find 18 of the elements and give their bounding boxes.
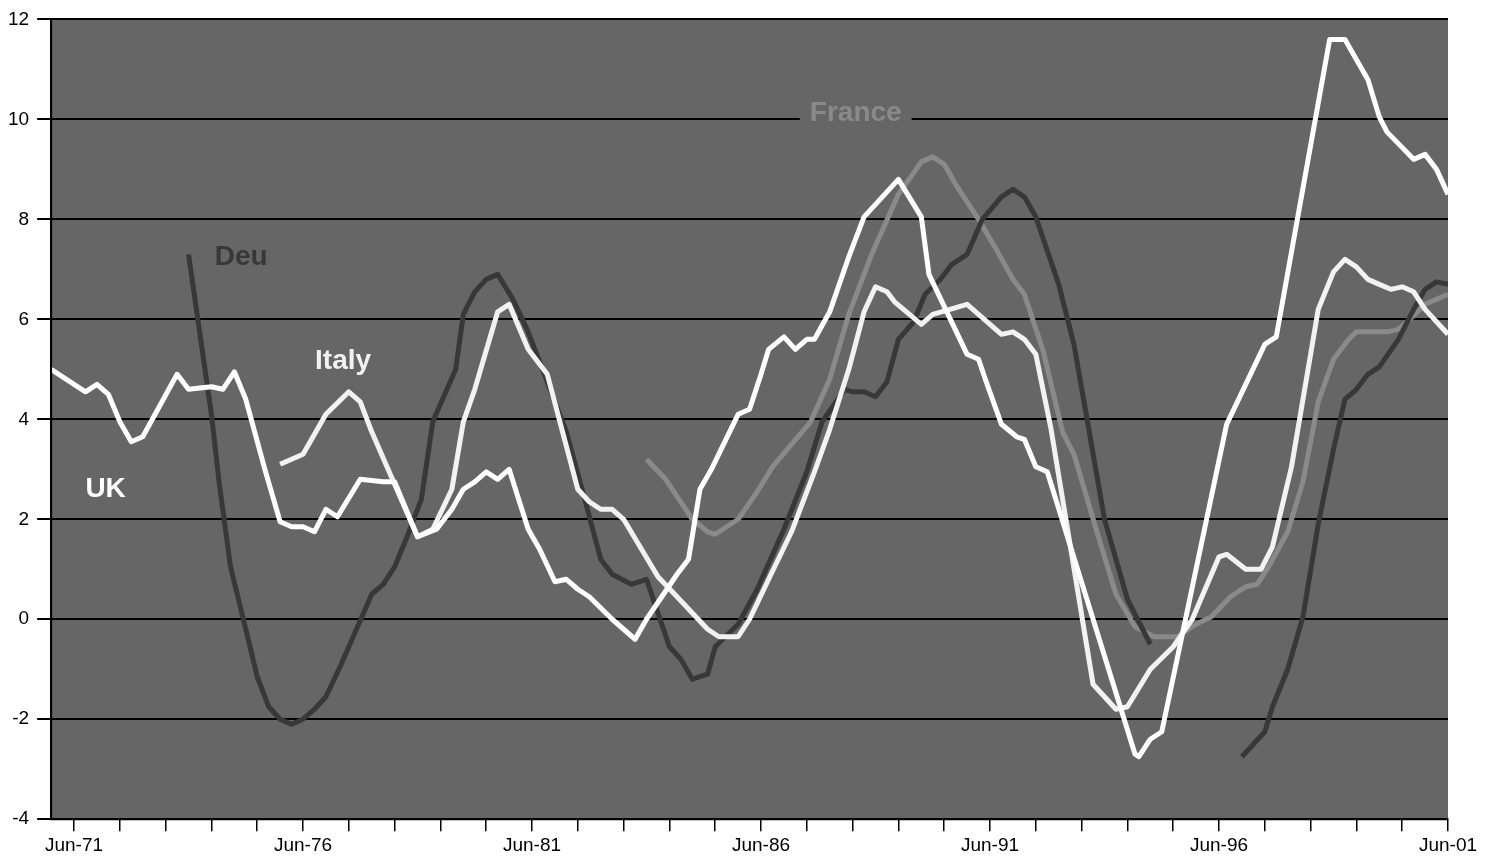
x-tick-label: Jun-96 [1189,833,1249,855]
series-label: UK [85,471,126,503]
y-tick-label: -2 [12,707,30,729]
y-tick-label: 6 [18,307,30,329]
y-tick-label: 12 [7,7,30,29]
y-tick-label: 10 [7,107,30,129]
x-tick-label: Jun-91 [960,833,1020,855]
y-tick-label: 2 [18,507,30,529]
x-tick-label: Jun-01 [1418,833,1478,855]
series-label: Italy [315,344,372,376]
y-tick-label: -4 [12,807,30,829]
y-tick-label: 8 [18,207,30,229]
x-tick-label: Jun-76 [273,833,333,855]
y-tick-label: 0 [18,607,30,629]
y-tick-label: 4 [18,407,30,429]
x-tick-label: Jun-81 [502,833,562,855]
x-tick-label: Jun-86 [731,833,791,855]
x-tick-label: Jun-71 [44,833,104,855]
